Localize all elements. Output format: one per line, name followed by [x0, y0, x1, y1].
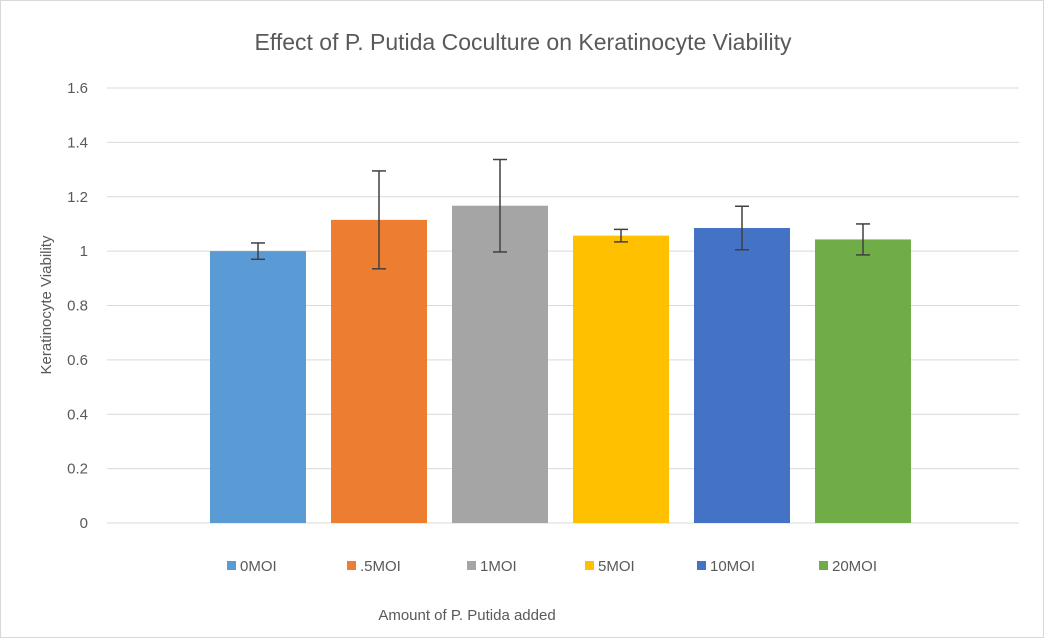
legend-swatch	[585, 561, 594, 570]
y-tick-label: 1.4	[67, 134, 88, 151]
bar-5MOI	[573, 235, 669, 524]
y-axis-title: Keratinocyte Viability	[38, 235, 55, 374]
x-axis-title: Amount of P. Putida added	[378, 607, 555, 624]
legend-swatch	[347, 561, 356, 570]
bars	[210, 205, 911, 524]
y-tick-label: 1	[80, 243, 88, 260]
legend-swatch	[819, 561, 828, 570]
bar-1MOI	[452, 205, 548, 524]
bar-0MOI	[210, 251, 306, 523]
legend-swatch	[697, 561, 706, 570]
legend-item-.5MOI: .5MOI	[347, 558, 401, 575]
y-tick-label: 1.2	[67, 189, 88, 206]
legend-label: 10MOI	[710, 558, 755, 575]
error-bars	[251, 158, 870, 270]
legend-label: 20MOI	[832, 558, 877, 575]
legend-label: 5MOI	[598, 558, 635, 575]
bar-.5MOI	[331, 219, 427, 523]
legend-item-10MOI: 10MOI	[697, 558, 755, 575]
legend-item-20MOI: 20MOI	[819, 558, 877, 575]
legend-swatch	[227, 561, 236, 570]
legend-label: 0MOI	[240, 558, 277, 575]
y-tick-label: 0.4	[67, 406, 88, 423]
bar-20MOI	[815, 239, 911, 523]
chart-title: Effect of P. Putida Coculture on Keratin…	[255, 29, 792, 55]
legend-label: 1MOI	[480, 558, 517, 575]
y-tick-label: 0.8	[67, 298, 88, 315]
legend-swatch	[467, 561, 476, 570]
legend-item-0MOI: 0MOI	[227, 558, 277, 575]
y-tick-label: 0	[80, 515, 88, 532]
legend-label: .5MOI	[360, 558, 401, 575]
legend: 0MOI .5MOI 1MOI 5MOI 10MOI 20MOI	[227, 558, 877, 575]
bar-10MOI	[694, 228, 790, 523]
legend-item-1MOI: 1MOI	[467, 558, 517, 575]
y-axis-ticks: 0 0.2 0.4 0.6 0.8 1 1.2 1.4 1.6	[67, 80, 88, 532]
legend-item-5MOI: 5MOI	[585, 558, 635, 575]
y-tick-label: 1.6	[67, 80, 88, 97]
y-tick-label: 0.2	[67, 461, 88, 478]
y-tick-label: 0.6	[67, 352, 88, 369]
